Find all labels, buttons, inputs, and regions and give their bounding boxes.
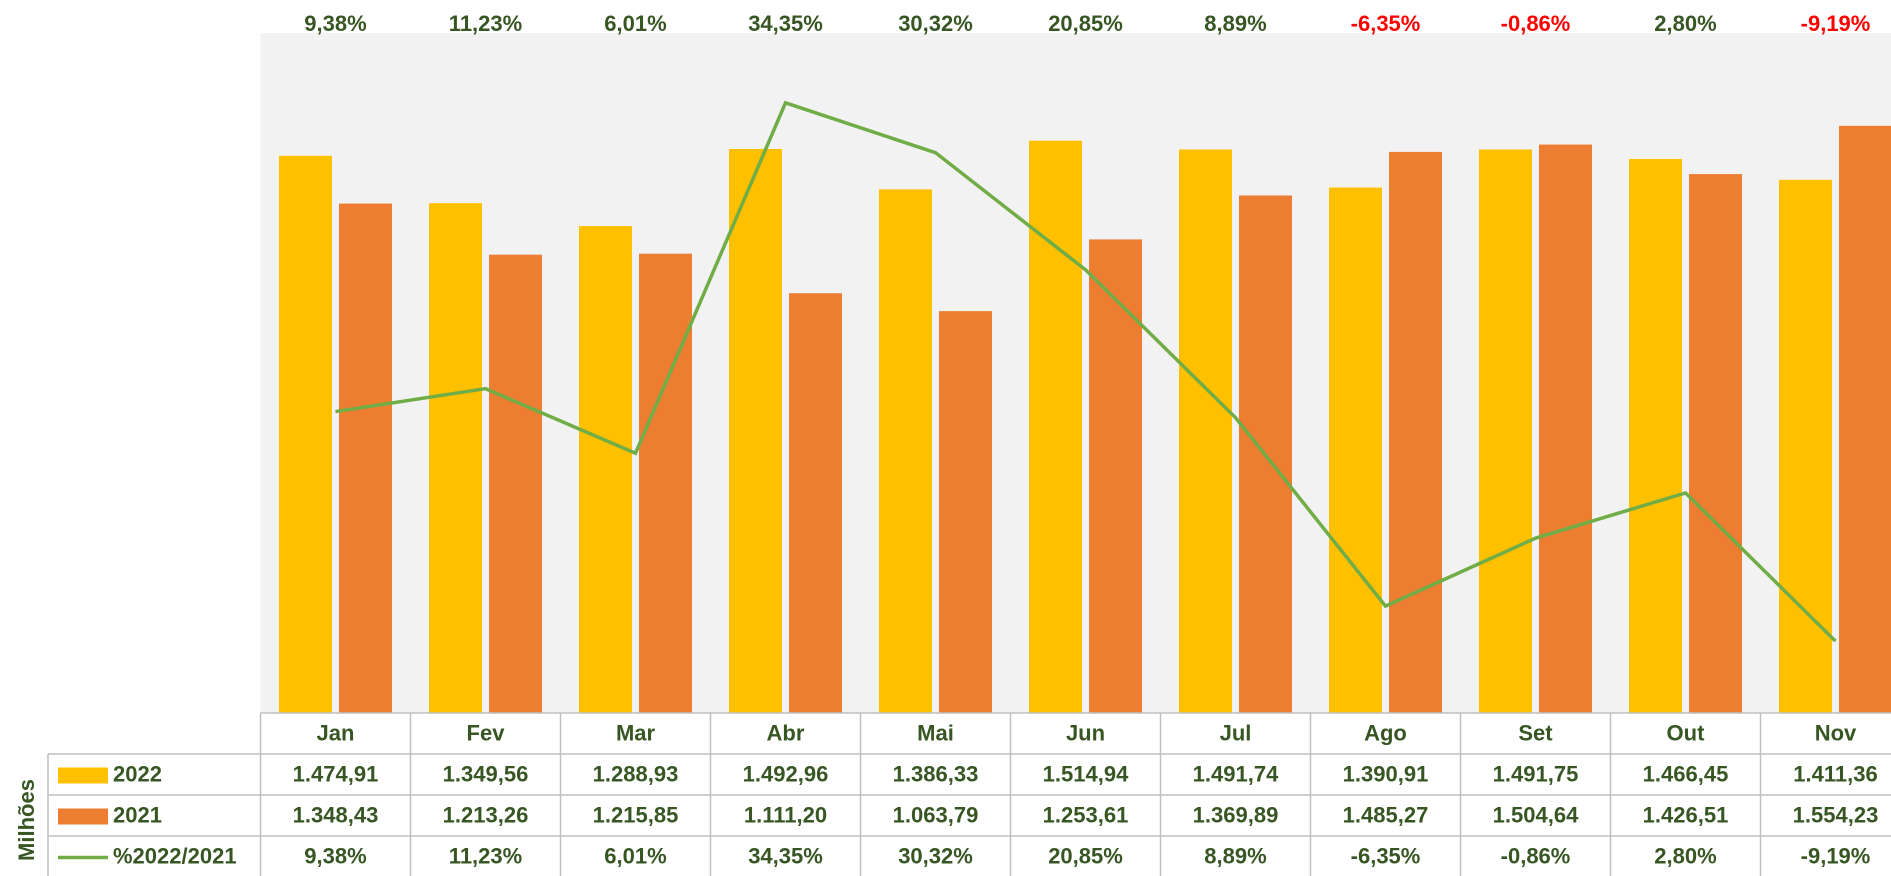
table-cell: 11,23% — [449, 843, 522, 868]
x-tick-label: Abr — [767, 720, 805, 745]
table-cell: 1.554,23 — [1793, 802, 1879, 827]
x-tick-label: Nov — [1815, 720, 1857, 745]
table-cell: 1.369,89 — [1193, 802, 1279, 827]
legend-swatch — [58, 808, 108, 825]
x-tick-label: Jan — [317, 720, 355, 745]
bar — [1389, 151, 1442, 713]
table-cell: 1.491,75 — [1493, 761, 1579, 786]
bar — [729, 148, 782, 713]
bar — [939, 311, 992, 713]
data-label: 8,89% — [1204, 11, 1266, 36]
table-cell: 1.348,43 — [293, 802, 379, 827]
x-tick-label: Jun — [1066, 720, 1105, 745]
x-tick-label: Mai — [917, 720, 954, 745]
table-cell: 1.390,91 — [1343, 761, 1429, 786]
bar — [639, 253, 692, 713]
bar — [579, 226, 632, 713]
table-cell: 20,85% — [1048, 843, 1123, 868]
table-cell: 1.504,64 — [1493, 802, 1579, 827]
legend-label: 2022 — [113, 761, 162, 786]
bar — [1479, 149, 1532, 713]
x-tick-label: Ago — [1364, 720, 1407, 745]
data-label: 9,38% — [304, 11, 366, 36]
table-cell: 1.485,27 — [1343, 802, 1429, 827]
data-label: -0,86% — [1501, 11, 1571, 36]
table-cell: 1.474,91 — [293, 761, 379, 786]
data-label: -6,35% — [1351, 11, 1421, 36]
table-cell: 34,35% — [748, 843, 823, 868]
table-cell: 2,80% — [1654, 843, 1716, 868]
table-cell: 1.386,33 — [893, 761, 979, 786]
bar — [279, 155, 332, 714]
x-tick-label: Out — [1667, 720, 1706, 745]
data-label: 20,85% — [1048, 11, 1123, 36]
table-cell: 1.466,45 — [1643, 761, 1729, 786]
table-cell: 8,89% — [1204, 843, 1266, 868]
table-cell: 6,01% — [604, 843, 666, 868]
table-cell: 1.253,61 — [1043, 802, 1129, 827]
bar — [879, 189, 932, 713]
data-label: 2,80% — [1654, 11, 1716, 36]
legend-swatch — [58, 767, 108, 784]
bar — [1779, 179, 1832, 713]
bar — [1089, 239, 1142, 713]
legend-label: 2021 — [113, 802, 162, 827]
x-tick-label: Set — [1518, 720, 1553, 745]
table-cell: -0,86% — [1501, 843, 1571, 868]
table-cell: 1.288,93 — [593, 761, 679, 786]
x-tick-label: Mar — [616, 720, 656, 745]
table-cell: 30,32% — [898, 843, 973, 868]
data-label: -9,19% — [1801, 11, 1871, 36]
table-cell: 1.349,56 — [443, 761, 529, 786]
table-cell: 1.491,74 — [1193, 761, 1279, 786]
table-cell: 1.411,36 — [1793, 761, 1877, 786]
y-axis-label: Milhões — [14, 779, 39, 861]
bar — [1629, 159, 1682, 713]
table-cell: 9,38% — [304, 843, 366, 868]
x-tick-label: Jul — [1220, 720, 1252, 745]
bar — [489, 254, 542, 713]
bar — [1329, 187, 1382, 713]
x-tick-label: Fev — [467, 720, 506, 745]
bar — [429, 203, 482, 713]
bar — [339, 203, 392, 713]
bar — [1689, 174, 1742, 714]
table-cell: -6,35% — [1351, 843, 1421, 868]
table-cell: 1.063,79 — [893, 802, 979, 827]
data-label: 34,35% — [748, 11, 823, 36]
data-label: 30,32% — [898, 11, 973, 36]
table-cell: 1.514,94 — [1043, 761, 1129, 786]
bar — [1839, 125, 1891, 714]
line — [335, 100, 1837, 643]
table-cell: 1.492,96 — [743, 761, 829, 786]
data-label: 11,23% — [449, 11, 522, 36]
bar — [789, 293, 842, 713]
table-cell: 1.215,85 — [593, 802, 679, 827]
data-label: 6,01% — [604, 11, 666, 36]
legend-label: %2022/2021 — [113, 843, 237, 868]
table-cell: 1.213,26 — [443, 802, 529, 827]
table-cell: 1.426,51 — [1643, 802, 1729, 827]
bar — [1539, 144, 1592, 713]
table-cell: 1.111,20 — [744, 802, 827, 827]
bar — [1179, 149, 1232, 713]
bar — [1029, 140, 1082, 713]
table-cell: -9,19% — [1801, 843, 1871, 868]
